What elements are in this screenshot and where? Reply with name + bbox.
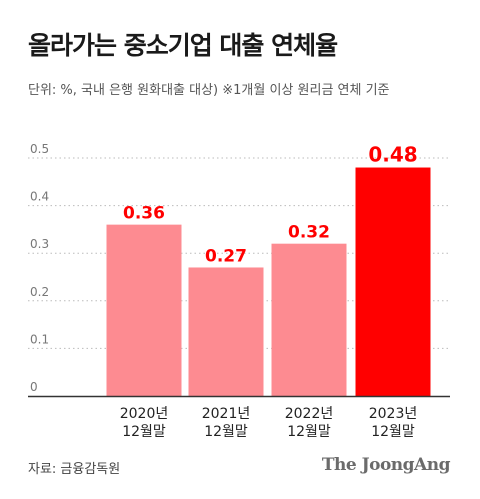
bar bbox=[355, 167, 431, 396]
y-tick-label: 0.1 bbox=[30, 332, 49, 346]
y-tick-label: 0 bbox=[30, 380, 38, 394]
source-note: 자료: 금융감독원 bbox=[28, 462, 121, 477]
y-tick-label: 0.2 bbox=[30, 285, 49, 299]
x-tick-label: 12월말 bbox=[287, 424, 331, 440]
bar bbox=[271, 243, 347, 396]
y-tick-label: 0.4 bbox=[30, 190, 49, 204]
data-label: 0.36 bbox=[123, 204, 165, 224]
x-tick-label: 2023년 bbox=[369, 406, 418, 422]
data-label: 0.32 bbox=[288, 223, 330, 243]
x-tick-label: 12월말 bbox=[371, 424, 415, 440]
chart-subtitle: 단위: %, 국내 은행 원화대출 대상) ※1개월 이상 원리금 연체 기준 bbox=[28, 83, 390, 98]
x-tick-label: 2022년 bbox=[285, 406, 334, 422]
x-tick-label: 2020년 bbox=[120, 406, 169, 422]
bar bbox=[106, 224, 182, 396]
x-tick-label: 12월말 bbox=[204, 424, 248, 440]
chart-title: 올라가는 중소기업 대출 연체율 bbox=[28, 31, 338, 60]
data-label: 0.27 bbox=[205, 246, 247, 266]
publisher-logo: The JoongAng bbox=[321, 455, 451, 475]
bar bbox=[188, 267, 264, 396]
data-label: 0.48 bbox=[368, 143, 417, 167]
x-tick-label: 2021년 bbox=[202, 406, 251, 422]
x-tick-label: 12월말 bbox=[122, 424, 166, 440]
y-tick-label: 0.3 bbox=[30, 237, 49, 251]
y-tick-label: 0.5 bbox=[30, 142, 49, 156]
